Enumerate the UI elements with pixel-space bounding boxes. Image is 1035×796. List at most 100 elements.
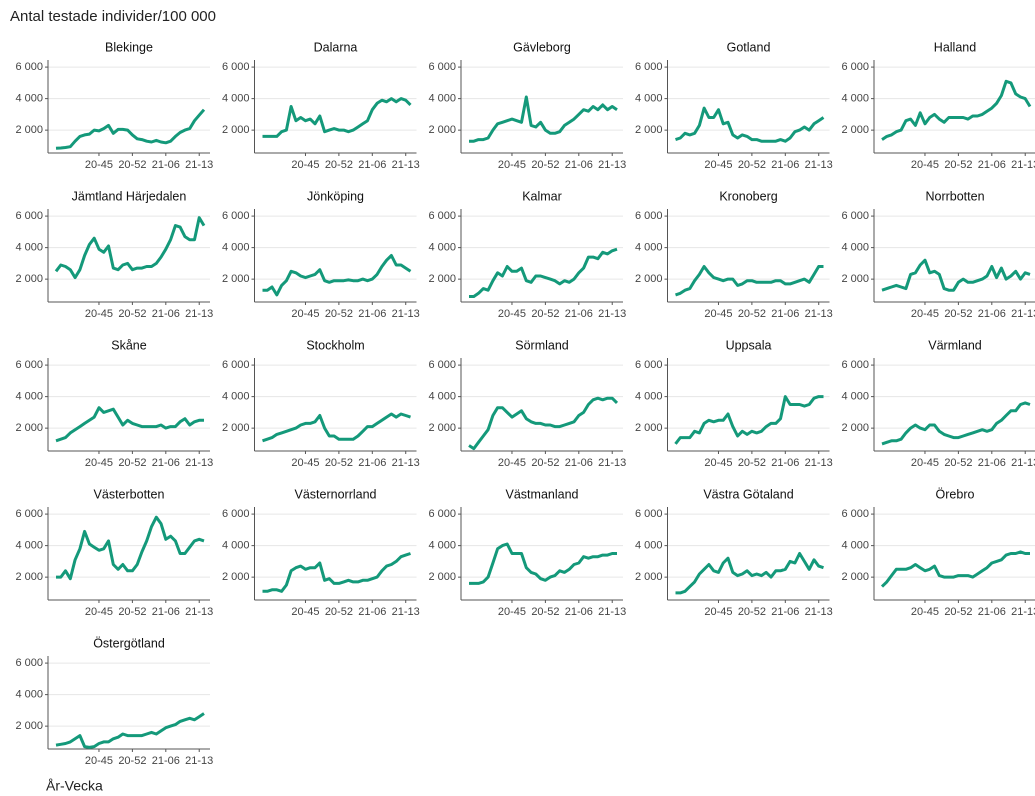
y-tick-label: 4 000 xyxy=(15,391,43,403)
panel-title: Östergötland xyxy=(93,636,165,650)
y-tick-label: 2 000 xyxy=(635,273,663,285)
series-line xyxy=(262,254,412,297)
x-tick-label: 21-06 xyxy=(771,308,799,320)
y-tick-label: 4 000 xyxy=(15,540,43,552)
y-tick-label: 6 000 xyxy=(428,61,456,73)
y-tick-label: 6 000 xyxy=(635,210,663,222)
series-line xyxy=(54,216,206,280)
x-tick-label: 20-52 xyxy=(738,159,766,171)
y-tick-label: 2 000 xyxy=(15,273,43,285)
y-tick-label: 2 000 xyxy=(428,124,456,136)
y-tick-label: 4 000 xyxy=(222,242,250,254)
x-tick-label: 20-52 xyxy=(944,308,972,320)
x-tick-label: 20-52 xyxy=(944,457,972,469)
y-tick-label: 2 000 xyxy=(635,124,663,136)
x-tick-label: 20-52 xyxy=(118,457,146,469)
x-tick-label: 20-52 xyxy=(325,457,353,469)
x-tick-label: 20-52 xyxy=(531,606,559,618)
x-tick-label: 21-13 xyxy=(598,308,626,320)
series-line xyxy=(55,406,204,443)
y-tick-label: 4 000 xyxy=(635,540,663,552)
x-tick-label: 21-06 xyxy=(978,308,1006,320)
x-tick-label: 21-06 xyxy=(358,159,386,171)
y-tick-label: 6 000 xyxy=(222,210,250,222)
y-tick-label: 2 000 xyxy=(15,422,43,434)
panel-title: Stockholm xyxy=(306,338,364,352)
x-tick-label: 20-52 xyxy=(531,159,559,171)
y-tick-label: 6 000 xyxy=(222,359,250,371)
panel-title: Norrbotten xyxy=(925,189,984,203)
x-tick-label: 20-45 xyxy=(911,606,939,618)
series-line xyxy=(881,79,1032,141)
x-tick-label: 21-06 xyxy=(358,457,386,469)
y-tick-label: 4 000 xyxy=(15,93,43,105)
x-tick-label: 20-52 xyxy=(118,159,146,171)
x-tick-label: 20-45 xyxy=(498,606,526,618)
x-tick-label: 21-13 xyxy=(598,606,626,618)
x-tick-label: 21-13 xyxy=(392,457,420,469)
series-line xyxy=(469,247,618,298)
chart-title: Antal testade individer/100 000 xyxy=(10,8,216,25)
x-tick-label: 21-13 xyxy=(185,159,213,171)
y-tick-label: 2 000 xyxy=(15,571,43,583)
x-tick-label: 20-45 xyxy=(85,159,113,171)
y-tick-label: 4 000 xyxy=(222,93,250,105)
x-tick-label: 20-52 xyxy=(944,606,972,618)
series-line xyxy=(881,258,1031,292)
y-tick-label: 6 000 xyxy=(841,359,869,371)
series-line xyxy=(468,396,619,451)
y-tick-label: 6 000 xyxy=(635,359,663,371)
series-line xyxy=(881,401,1031,446)
series-line xyxy=(262,552,411,593)
x-tick-label: 21-13 xyxy=(392,159,420,171)
series-line xyxy=(675,265,824,297)
y-tick-label: 2 000 xyxy=(222,571,250,583)
y-tick-label: 2 000 xyxy=(15,720,43,732)
x-tick-label: 20-52 xyxy=(738,457,766,469)
x-tick-label: 21-06 xyxy=(152,159,180,171)
y-tick-label: 6 000 xyxy=(15,61,43,73)
x-tick-label: 21-13 xyxy=(805,606,833,618)
x-tick-label: 21-13 xyxy=(1011,159,1035,171)
x-tick-label: 20-52 xyxy=(738,308,766,320)
y-tick-label: 6 000 xyxy=(841,61,869,73)
x-tick-label: 20-45 xyxy=(704,457,732,469)
series-line xyxy=(262,97,412,138)
series-line xyxy=(674,395,824,445)
panel-title: Värmland xyxy=(928,338,982,352)
y-tick-label: 4 000 xyxy=(635,93,663,105)
x-tick-label: 21-06 xyxy=(771,457,799,469)
panel-title: Halland xyxy=(934,40,976,54)
x-tick-label: 21-13 xyxy=(805,308,833,320)
panel-title: Dalarna xyxy=(314,40,358,54)
y-tick-label: 4 000 xyxy=(428,242,456,254)
x-tick-label: 20-45 xyxy=(85,755,113,767)
x-tick-label: 20-52 xyxy=(118,755,146,767)
x-tick-label: 20-45 xyxy=(704,606,732,618)
y-tick-label: 2 000 xyxy=(428,273,456,285)
x-tick-label: 21-06 xyxy=(152,457,180,469)
x-tick-label: 20-52 xyxy=(531,457,559,469)
x-tick-label: 20-45 xyxy=(498,308,526,320)
x-tick-label: 21-13 xyxy=(392,308,420,320)
x-tick-label: 20-52 xyxy=(944,159,972,171)
x-tick-label: 21-13 xyxy=(598,457,626,469)
y-tick-label: 4 000 xyxy=(428,93,456,105)
series-line xyxy=(469,542,617,585)
x-tick-label: 20-45 xyxy=(704,159,732,171)
y-tick-label: 6 000 xyxy=(222,508,250,520)
x-tick-label: 21-06 xyxy=(152,308,180,320)
x-tick-label: 21-13 xyxy=(805,457,833,469)
x-tick-label: 20-45 xyxy=(704,308,732,320)
y-tick-label: 2 000 xyxy=(841,124,869,136)
panel-title: Västmanland xyxy=(506,487,579,501)
y-tick-label: 4 000 xyxy=(428,391,456,403)
x-axis-label: År-Vecka xyxy=(46,778,103,794)
x-tick-label: 20-45 xyxy=(498,457,526,469)
y-tick-label: 4 000 xyxy=(841,540,869,552)
x-tick-label: 20-45 xyxy=(85,308,113,320)
y-tick-label: 2 000 xyxy=(635,422,663,434)
y-tick-label: 4 000 xyxy=(841,242,869,254)
panel-title: Blekinge xyxy=(105,40,153,54)
series-line xyxy=(55,712,205,749)
